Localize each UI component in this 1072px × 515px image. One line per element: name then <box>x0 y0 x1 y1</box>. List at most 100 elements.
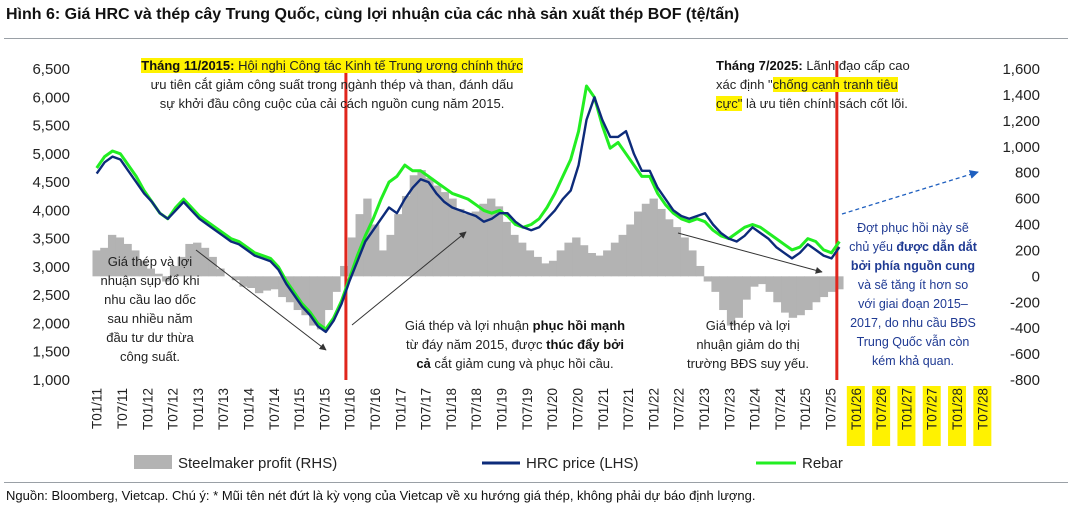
profit-bar <box>332 276 341 292</box>
right-tick-label: 1,600 <box>1002 61 1040 78</box>
x-tick-label: T07/17 <box>419 388 434 430</box>
x-tick-label: T07/26 <box>874 388 889 430</box>
profit-bar <box>355 214 364 277</box>
profit-bar <box>471 211 480 277</box>
profit-bar <box>587 253 596 277</box>
profit-bar <box>463 214 473 277</box>
profit-bar <box>208 256 217 277</box>
profit-bar <box>788 276 798 318</box>
profit-bar <box>270 276 279 290</box>
annotation-forecast-line8: kém khả quan. <box>872 354 954 368</box>
annotation-jul-2025-line3a: cực" <box>716 96 743 111</box>
profit-bar <box>448 198 457 277</box>
annotation-decline-line3: trường BĐS suy yếu. <box>687 356 809 371</box>
annotation-jul-2025-line2b: chống cạnh tranh tiêu <box>772 77 898 92</box>
right-tick-label: 1,200 <box>1002 113 1040 130</box>
x-tick-label: T01/18 <box>444 388 459 430</box>
annotation-collapse-line3: nhu cầu lao dốc <box>104 292 196 307</box>
left-tick-label: 6,500 <box>32 61 70 78</box>
x-tick-label: T07/16 <box>368 388 383 430</box>
profit-bar <box>254 276 264 294</box>
profit-bar <box>556 250 566 277</box>
profit-bar <box>711 276 720 292</box>
profit-bar <box>695 265 705 277</box>
profit-bar <box>177 256 186 277</box>
annotation-forecast-line2a: chủ yếu <box>849 240 893 254</box>
profit-bar <box>162 276 171 282</box>
annotation-collapse-line6: công suất. <box>120 349 180 364</box>
left-tick-label: 4,500 <box>32 174 70 191</box>
profit-bar <box>494 206 504 277</box>
profit-bar <box>432 185 442 277</box>
annotation-forecast-line1: Đợt phục hồi này sẽ <box>857 221 969 235</box>
profit-bar <box>231 276 241 281</box>
profit-bar <box>703 276 713 282</box>
x-tick-label: T07/11 <box>115 388 130 429</box>
annotation-nov-2015: Tháng 11/2015: Hội nghị Công tác Kinh tế… <box>96 56 568 113</box>
x-tick-label: T07/24 <box>773 388 788 431</box>
profit-bar <box>827 276 836 292</box>
legend-label-rebar: Rebar <box>802 455 843 472</box>
x-tick-highlight <box>872 386 891 446</box>
annotation-recovery-line2a: từ đáy năm 2015, được <box>406 337 543 352</box>
right-tick-label: -600 <box>1010 346 1040 363</box>
profit-bar <box>610 242 620 277</box>
profit-bar <box>425 177 434 277</box>
profit-bar <box>169 265 179 277</box>
profit-bar <box>796 276 805 316</box>
annotation-forecast-line2b: được dẫn dắt <box>896 240 977 254</box>
right-tick-label: 1,400 <box>1002 87 1040 104</box>
annotation-jul-2025-line2a: xác định " <box>716 77 773 92</box>
left-tick-label: 4,000 <box>32 202 70 219</box>
profit-bar <box>804 276 813 311</box>
x-tick-highlight <box>846 386 865 446</box>
annotation-forecast-line4: và sẽ tăng ít hơn so <box>857 278 969 292</box>
profit-bar <box>634 211 643 277</box>
profit-bar <box>456 208 465 277</box>
profit-bar <box>200 247 210 277</box>
x-tick-label: T01/26 <box>849 388 864 430</box>
x-tick-label: T01/19 <box>495 388 510 430</box>
annotation-decline-line1: Giá thép và lợi <box>705 318 791 333</box>
profit-bar <box>262 276 272 291</box>
profit-bar <box>409 175 419 277</box>
profit-bar <box>548 260 558 277</box>
annotation-collapse-line2: nhuận sụp đổ khi <box>100 273 200 288</box>
right-tick-label: -400 <box>1010 320 1040 337</box>
x-tick-highlight <box>948 386 967 446</box>
chart-title: Hình 6: Giá HRC và thép cây Trung Quốc, … <box>6 6 740 23</box>
profit-bar <box>819 276 829 298</box>
right-tick-label: 600 <box>1015 191 1040 208</box>
profit-bar <box>572 237 581 277</box>
profit-bar <box>378 250 388 277</box>
annotation-recovery: Giá thép và lợi nhuận phục hồi mạnh từ đ… <box>370 316 660 373</box>
x-tick-label: T01/21 <box>596 388 611 430</box>
left-tick-label: 6,000 <box>32 89 70 106</box>
x-tick-highlight <box>922 386 941 446</box>
profit-bar <box>146 268 155 277</box>
profit-bar <box>765 276 774 292</box>
arrow-decline <box>677 232 823 274</box>
profit-bar <box>479 203 488 277</box>
profit-bar <box>502 221 511 277</box>
profit-bar <box>131 250 140 277</box>
profit-bar <box>757 276 767 285</box>
profit-bar <box>525 250 535 277</box>
annotation-recovery-line3a: cả <box>416 356 431 371</box>
annotation-recovery-line3b: cắt giảm cung và phục hồi cầu. <box>434 356 614 371</box>
annotation-nov-2015-label: Tháng 11/2015: <box>141 58 235 73</box>
profit-bar <box>518 242 527 277</box>
annotation-forecast-line7: Trung Quốc vẫn còn <box>856 335 970 349</box>
x-tick-label: T01/17 <box>393 388 408 430</box>
profit-bar <box>417 170 426 277</box>
profit-bar <box>324 276 333 311</box>
left-tick-label: 5,500 <box>32 118 70 135</box>
profit-bar <box>750 276 759 287</box>
profit-bar <box>835 276 844 290</box>
profit-bar <box>301 276 310 316</box>
left-tick-label: 2,000 <box>32 315 70 332</box>
annotation-forecast-line3: bởi phía nguồn cung <box>850 259 976 273</box>
profit-bar <box>672 227 682 277</box>
left-tick-label: 3,500 <box>32 231 70 248</box>
x-tick-label: T07/21 <box>621 388 636 430</box>
